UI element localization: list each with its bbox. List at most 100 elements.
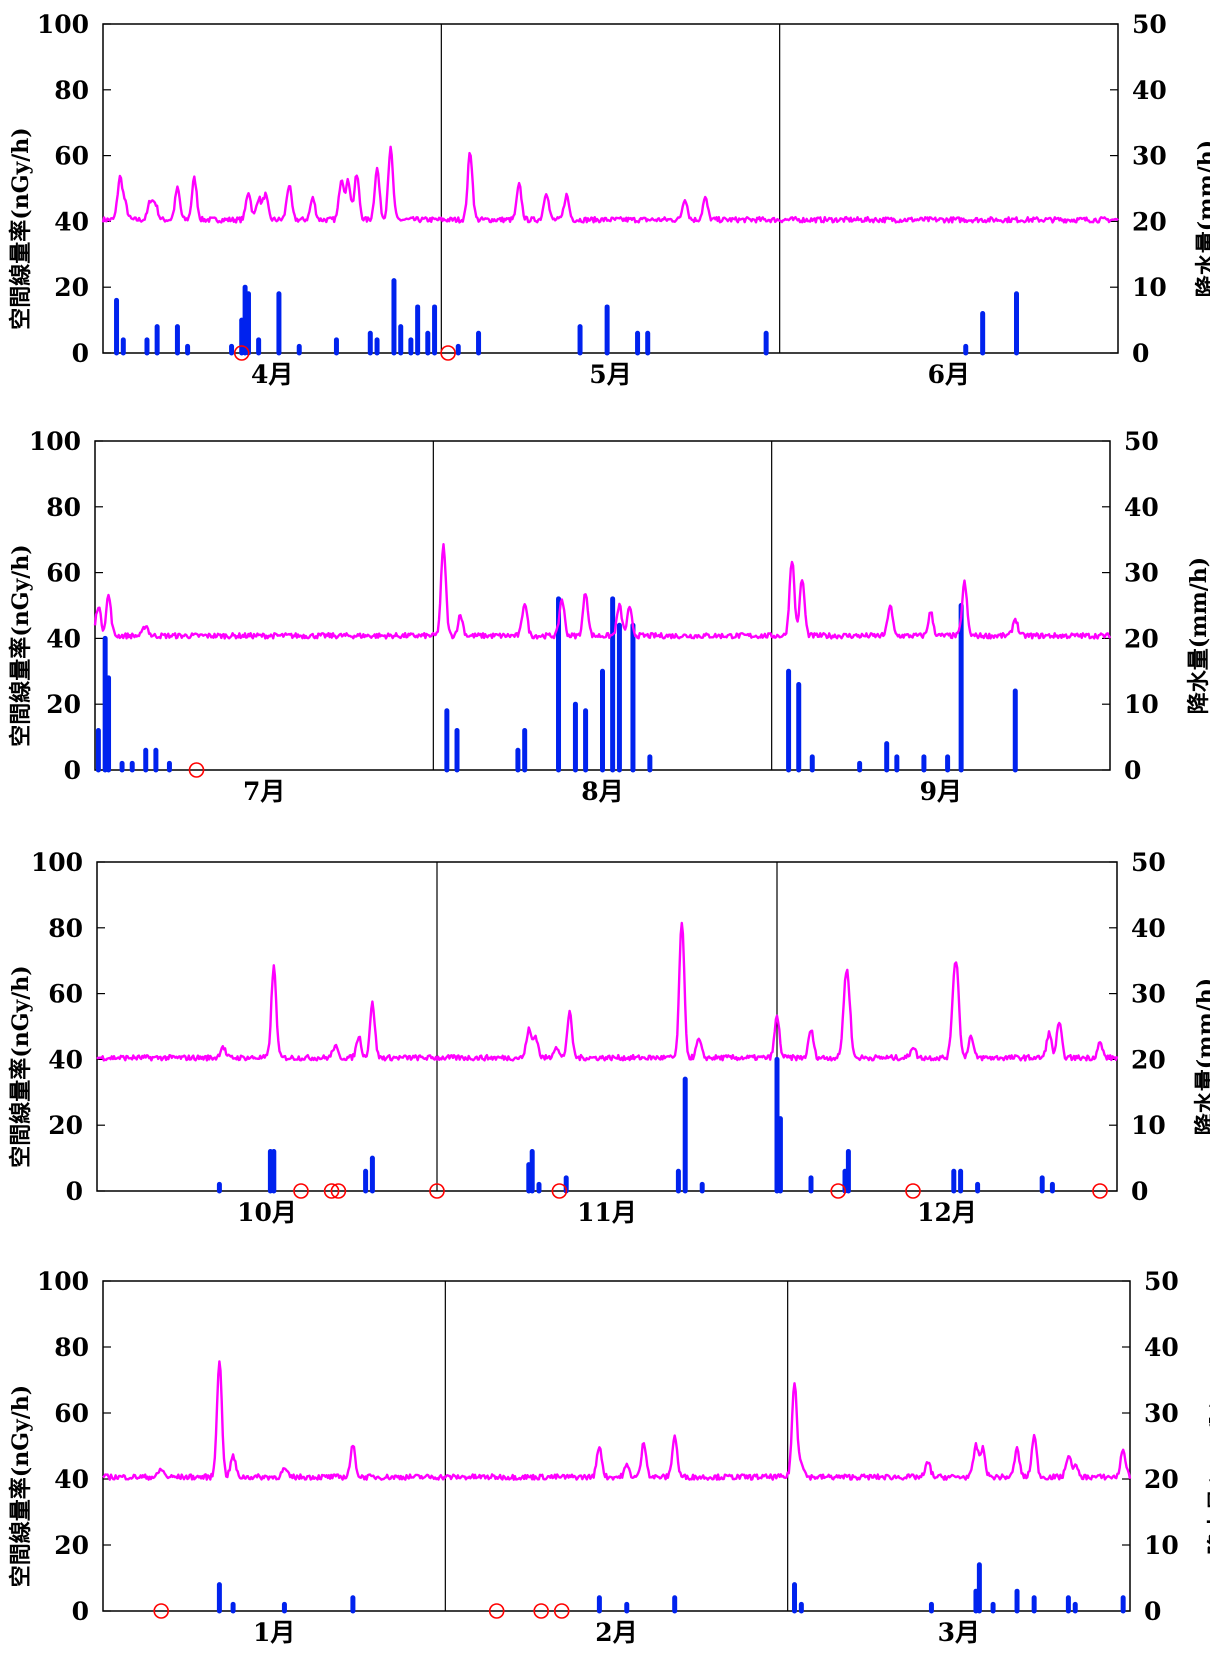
right-tick-label: 40: [1144, 1333, 1179, 1362]
left-tick-label: 0: [72, 1597, 89, 1626]
left-tick-label: 60: [48, 980, 83, 1009]
left-tick-label: 20: [54, 1531, 89, 1560]
rainfall-series: [114, 278, 1019, 356]
left-tick-label: 80: [54, 76, 89, 105]
left-tick-label: 80: [48, 914, 83, 943]
left-tick-label: 40: [54, 1465, 89, 1494]
right-tick-label: 50: [1132, 10, 1167, 39]
left-tick-label: 0: [72, 339, 89, 368]
month-label: 7月: [243, 777, 285, 806]
plot-frame: [96, 861, 1118, 1192]
left-axis-title: 空間線量率(nGy/h): [8, 1385, 34, 1587]
right-tick-label: 40: [1124, 493, 1159, 522]
right-tick-label: 50: [1144, 1267, 1179, 1296]
month-label: 3月: [938, 1618, 980, 1647]
right-tick-label: 50: [1131, 848, 1166, 877]
dose-rate-line: [101, 145, 1119, 224]
left-tick-label: 40: [46, 624, 81, 653]
month-label: 5月: [589, 360, 631, 389]
right-tick-label: 10: [1124, 690, 1159, 719]
month-label: 11月: [577, 1198, 637, 1227]
left-tick-label: 80: [54, 1333, 89, 1362]
plot-frame: [102, 23, 1119, 354]
no-rain-marker: [905, 1183, 921, 1199]
chart-panel-3: 0 20 40 60 80 100 0 10 20 30 40 50 空間線量率(nGy/h) 降水量(m…: [8, 848, 1210, 1227]
month-label: 6月: [928, 360, 970, 389]
no-rain-marker: [533, 1603, 549, 1619]
no-rain-marker: [553, 1603, 570, 1619]
right-tick-label: 20: [1144, 1465, 1179, 1494]
no-rain-marker: [293, 1183, 309, 1199]
right-tick-label: 30: [1144, 1399, 1179, 1428]
dose-rate-line: [102, 1360, 1132, 1481]
left-tick-label: 80: [46, 493, 81, 522]
month-label: 2月: [595, 1618, 637, 1647]
chart-panel-4: 0 20 40 60 80 100 0 10 20 30 40 50 空間線量率(nGy/h) 降水量(m…: [8, 1267, 1210, 1647]
month-label: 9月: [920, 777, 962, 806]
left-tick-label: 0: [64, 756, 81, 785]
right-tick-label: 10: [1132, 273, 1167, 302]
left-tick-label: 60: [54, 142, 89, 171]
rainfall-series: [216, 1562, 1126, 1614]
no-rain-marker: [551, 1183, 568, 1199]
left-tick-label: 0: [66, 1177, 83, 1206]
dose-rate-line: [96, 921, 1119, 1062]
no-rain-marker: [429, 1183, 445, 1199]
left-tick-label: 40: [48, 1045, 83, 1074]
left-tick-label: 20: [46, 690, 81, 719]
dose-rate-line: [93, 543, 1112, 640]
no-rain-marker: [188, 762, 205, 778]
no-rain-marker: [153, 1603, 169, 1619]
no-rain-marker: [488, 1603, 505, 1619]
right-tick-label: 0: [1132, 339, 1149, 368]
left-axis-title: 空間線量率(nGy/h): [8, 544, 34, 746]
right-tick-label: 0: [1144, 1597, 1161, 1626]
left-tick-label: 20: [48, 1111, 83, 1140]
no-rain-marker: [830, 1183, 847, 1199]
left-axis-title: 空間線量率(nGy/h): [8, 127, 34, 329]
left-tick-label: 100: [37, 1267, 89, 1296]
no-rain-marker: [440, 345, 456, 361]
right-tick-label: 20: [1131, 1045, 1166, 1074]
right-axis-title: 降水量(mm/h): [1193, 978, 1210, 1135]
month-label: 8月: [581, 777, 623, 806]
right-tick-label: 10: [1131, 1111, 1166, 1140]
right-tick-label: 30: [1124, 559, 1159, 588]
no-rain-marker: [330, 1183, 347, 1199]
rainfall-series: [95, 596, 1018, 773]
left-tick-label: 60: [54, 1399, 89, 1428]
rainfall-series: [216, 1056, 1055, 1194]
left-axis-title: 空間線量率(nGy/h): [8, 965, 34, 1167]
right-tick-label: 0: [1124, 756, 1141, 785]
right-axis-title: 降水量(mm/h): [1206, 1397, 1210, 1554]
month-label: 1月: [253, 1618, 295, 1647]
right-tick-label: 20: [1124, 624, 1159, 653]
left-tick-label: 100: [29, 427, 81, 456]
right-tick-label: 20: [1132, 207, 1167, 236]
no-rain-marker: [233, 345, 250, 361]
right-tick-label: 0: [1131, 1177, 1148, 1206]
left-tick-label: 20: [54, 273, 89, 302]
right-tick-label: 40: [1131, 914, 1166, 943]
no-rain-marker: [323, 1183, 340, 1199]
right-tick-label: 30: [1131, 980, 1166, 1009]
right-tick-label: 30: [1132, 142, 1167, 171]
no-rain-marker: [1092, 1183, 1108, 1199]
month-label: 4月: [251, 360, 293, 389]
left-tick-label: 60: [46, 559, 81, 588]
left-tick-label: 40: [54, 207, 89, 236]
month-label: 10月: [237, 1198, 297, 1227]
right-axis-title: 降水量(mm/h): [1186, 557, 1210, 714]
left-tick-label: 100: [31, 848, 83, 877]
left-tick-label: 100: [37, 10, 89, 39]
chart-panel-2: 0 20 40 60 80 100 0 10 20 30 40 50 空間線量率(nGy/h) 降水量(m…: [8, 427, 1210, 806]
right-axis-title: 降水量(mm/h): [1194, 140, 1210, 297]
month-label: 12月: [917, 1198, 977, 1227]
right-tick-label: 50: [1124, 427, 1159, 456]
plot-frame: [102, 1280, 1131, 1612]
chart-panel-1: 0 20 40 60 80 100 0 10 20 30 40 50 空間線量率(nGy/h) 降水量(m…: [8, 10, 1210, 389]
right-tick-label: 40: [1132, 76, 1167, 105]
right-tick-label: 10: [1144, 1531, 1179, 1560]
